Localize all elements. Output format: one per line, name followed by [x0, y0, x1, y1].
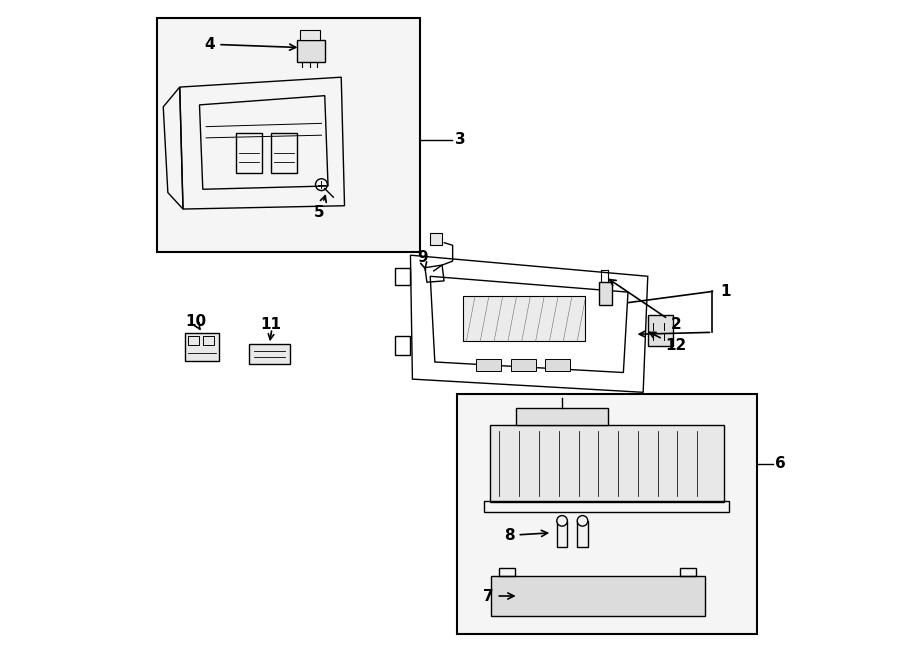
Bar	[249, 344, 290, 364]
Circle shape	[577, 516, 588, 526]
Bar	[484, 501, 729, 512]
Bar	[297, 40, 325, 62]
Bar	[430, 234, 442, 246]
Text: 7: 7	[483, 589, 514, 604]
Bar	[557, 521, 567, 547]
Text: 2: 2	[609, 279, 681, 332]
Bar	[544, 359, 570, 371]
Bar	[464, 296, 585, 341]
Text: 4: 4	[204, 36, 296, 52]
Bar	[456, 394, 757, 634]
Bar	[491, 576, 705, 616]
Bar	[185, 333, 220, 361]
Bar	[236, 133, 262, 173]
Bar	[490, 424, 724, 502]
Text: 8: 8	[504, 528, 547, 543]
Text: 1: 1	[720, 284, 731, 299]
Bar	[599, 281, 612, 305]
Bar	[577, 521, 588, 547]
Text: 12: 12	[649, 332, 687, 353]
Text: 5: 5	[314, 196, 326, 220]
Bar	[188, 336, 199, 345]
Bar	[157, 18, 420, 252]
Bar	[516, 408, 608, 424]
Bar	[271, 133, 297, 173]
Bar	[680, 567, 696, 576]
Bar	[499, 567, 515, 576]
Bar	[476, 359, 501, 371]
Circle shape	[557, 516, 567, 526]
Bar	[301, 30, 320, 40]
Bar	[648, 315, 673, 346]
Bar	[203, 336, 214, 345]
Text: 11: 11	[260, 317, 281, 332]
Text: 10: 10	[185, 314, 206, 329]
Text: 3: 3	[454, 132, 465, 148]
Text: 9: 9	[417, 250, 428, 270]
Bar	[510, 359, 536, 371]
Text: 6: 6	[775, 456, 786, 471]
